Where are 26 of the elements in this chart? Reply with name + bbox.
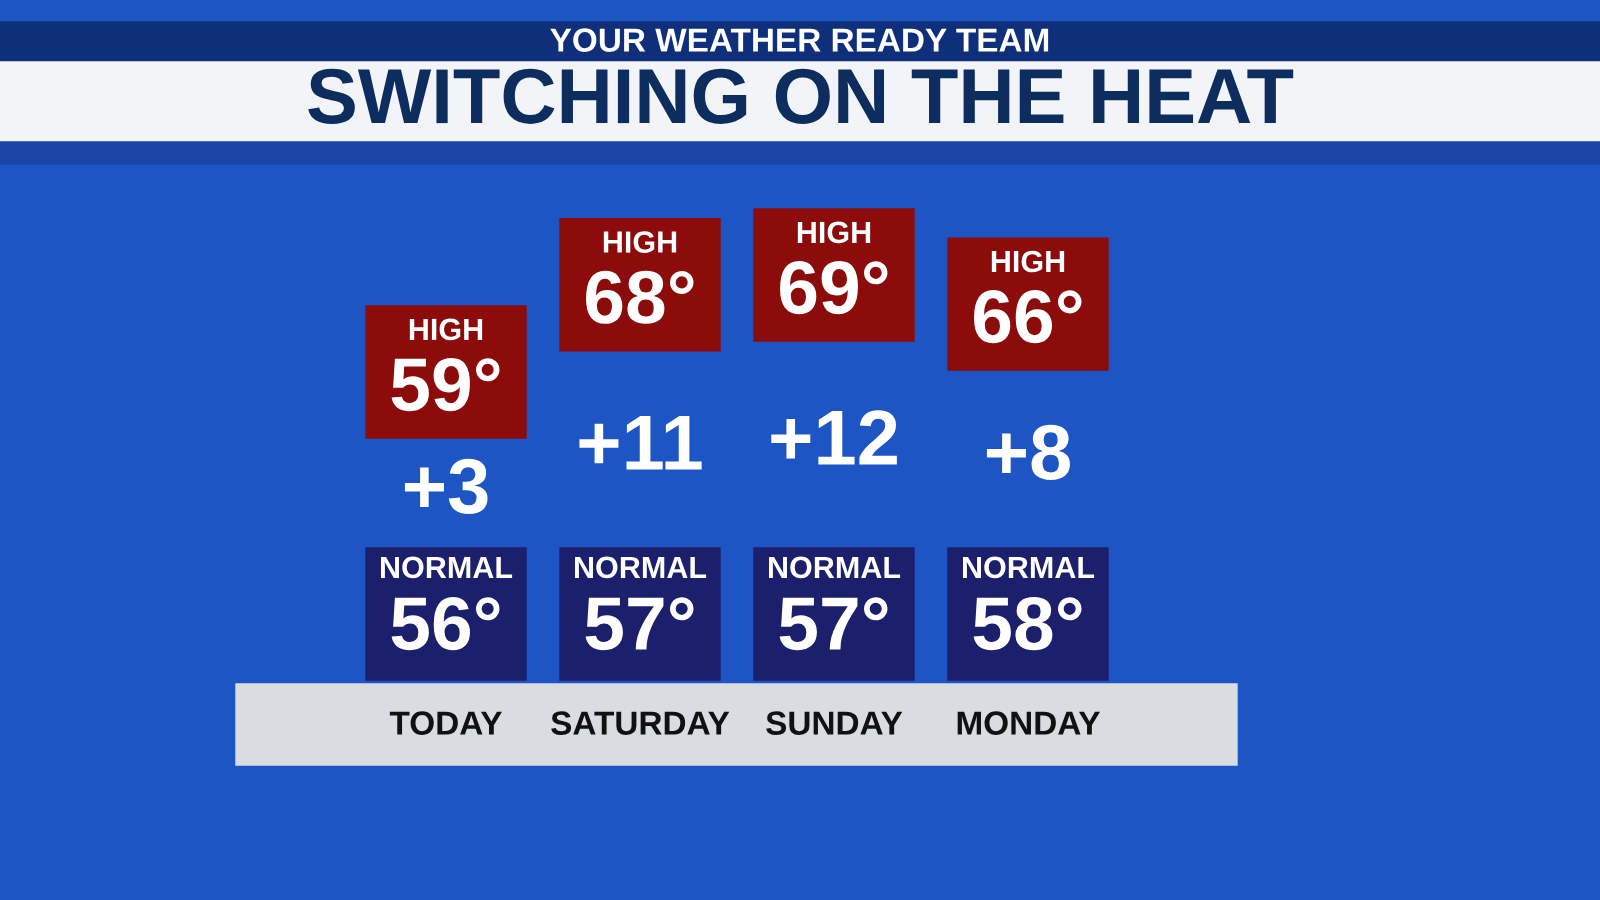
- text: +11: [579, 415, 702, 470]
- data-label: 56°: [391, 597, 500, 651]
- text: YOUR WEATHER READY TEAM: [550, 28, 1049, 52]
- text: NORMAL: [769, 556, 901, 579]
- data-label: 57°: [585, 597, 694, 651]
- category-label: MONDAY: [957, 711, 1101, 735]
- text: HIGH: [991, 250, 1065, 273]
- text: +3: [404, 458, 488, 514]
- text: NORMAL: [963, 556, 1095, 579]
- data-label: 68°: [586, 270, 694, 324]
- series-label: HIGH: [409, 318, 483, 341]
- text: HIGH: [603, 231, 677, 253]
- data-label: 57°: [779, 597, 888, 651]
- text: NORMAL: [575, 556, 707, 579]
- data-label: 58°: [973, 597, 1082, 651]
- text: +12: [771, 410, 897, 465]
- category-label: SUNDAY: [766, 711, 903, 735]
- text: SWITCHING ON THE HEAT: [308, 68, 1294, 124]
- data-label: 59°: [391, 358, 500, 412]
- text: HIGH: [797, 221, 871, 244]
- text: +8: [986, 424, 1070, 480]
- data-label: 66°: [974, 290, 1082, 344]
- series-label: NORMAL: [381, 556, 513, 579]
- category-label: TODAY: [389, 711, 502, 735]
- category-label: SATURDAY: [551, 711, 730, 735]
- data-label: 69°: [780, 261, 888, 315]
